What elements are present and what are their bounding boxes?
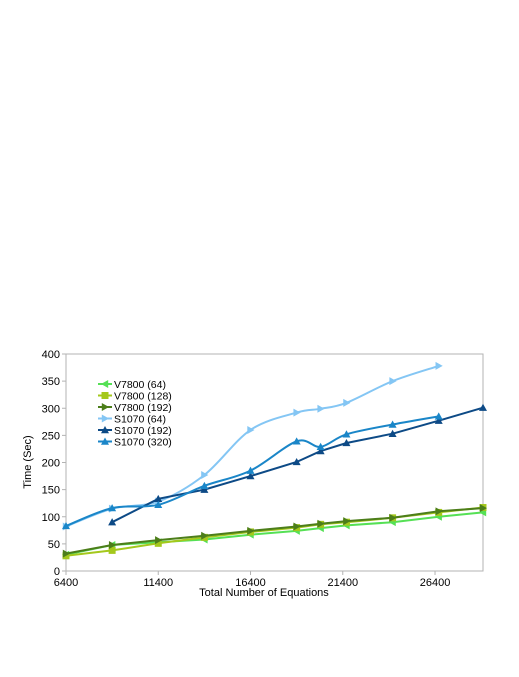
y-tick-label: 100	[42, 512, 60, 524]
data-point	[342, 438, 351, 447]
data-point	[108, 504, 117, 512]
series-line	[111, 406, 484, 524]
data-point	[479, 504, 487, 513]
y-axis-label: Time (Sec)	[22, 435, 34, 488]
series-1	[62, 504, 487, 560]
data-point	[154, 500, 163, 509]
y-tick-label: 300	[42, 403, 60, 415]
y-tick-label: 350	[42, 376, 60, 388]
data-point	[201, 470, 209, 479]
data-point	[246, 472, 255, 480]
data-point	[201, 531, 209, 540]
data-point	[389, 377, 397, 386]
legend-marker	[101, 426, 109, 434]
legend-label: V7800 (192)	[114, 402, 172, 414]
y-tick-label: 250	[42, 430, 60, 442]
x-tick-label: 26400	[420, 577, 451, 589]
x-axis-label: Total Number of Equations	[199, 587, 329, 599]
data-point	[200, 481, 209, 490]
data-point	[292, 437, 301, 445]
data-point	[293, 522, 301, 531]
data-point	[479, 403, 487, 411]
y-tick-label: 50	[48, 539, 60, 551]
data-point	[388, 429, 397, 437]
data-point	[317, 519, 325, 528]
data-point	[292, 457, 301, 466]
data-point	[293, 408, 301, 417]
legend-marker	[101, 380, 109, 388]
x-axis: 6400 11400 16400 21400 26400	[54, 571, 451, 589]
x-tick-label: 11400	[143, 577, 173, 589]
data-point	[389, 513, 397, 522]
legend-marker	[101, 392, 109, 399]
legend-label: V7800 (128)	[114, 391, 172, 403]
series-layer	[62, 361, 487, 560]
data-point	[316, 442, 325, 450]
data-point	[62, 549, 70, 558]
data-point	[343, 398, 351, 407]
legend-marker	[101, 414, 109, 423]
data-point	[343, 517, 351, 526]
x-tick-label: 6400	[54, 577, 78, 589]
legend-marker	[101, 437, 109, 445]
legend-marker	[101, 403, 109, 411]
series-2	[62, 504, 487, 558]
x-tick-label: 21400	[327, 577, 358, 589]
series-line	[65, 415, 439, 527]
data-point	[434, 412, 443, 420]
y-tick-label: 0	[54, 566, 60, 578]
data-point	[316, 447, 325, 455]
y-tick-label: 150	[42, 485, 60, 497]
legend-label: V7800 (64)	[114, 379, 166, 391]
series-5	[62, 412, 443, 530]
data-point	[247, 526, 255, 535]
x-tick-label: 16400	[235, 577, 266, 589]
series-4	[108, 403, 487, 526]
data-point	[200, 485, 209, 493]
y-axis: 0 50 100 150 200 250 300 350 400	[42, 349, 66, 578]
legend-label: S1070 (192)	[114, 425, 172, 437]
data-point	[342, 430, 351, 438]
y-tick-label: 200	[42, 458, 60, 470]
data-point	[435, 361, 443, 370]
data-point	[62, 521, 70, 530]
legend-label: S1070 (320)	[114, 437, 172, 449]
data-point	[154, 539, 162, 547]
legend: V7800 (64)V7800 (128)V7800 (192)S1070 (6…	[98, 379, 172, 449]
legend-label: S1070 (64)	[114, 414, 166, 426]
data-point	[155, 536, 163, 545]
data-point	[434, 416, 443, 424]
data-point	[317, 404, 325, 413]
data-point	[154, 494, 163, 503]
data-point	[246, 466, 255, 474]
data-point	[435, 507, 443, 516]
y-tick-label: 400	[42, 349, 60, 361]
data-point	[108, 518, 117, 526]
data-point	[108, 546, 116, 554]
data-point	[388, 420, 397, 428]
data-point	[108, 540, 117, 549]
data-point	[247, 425, 255, 434]
